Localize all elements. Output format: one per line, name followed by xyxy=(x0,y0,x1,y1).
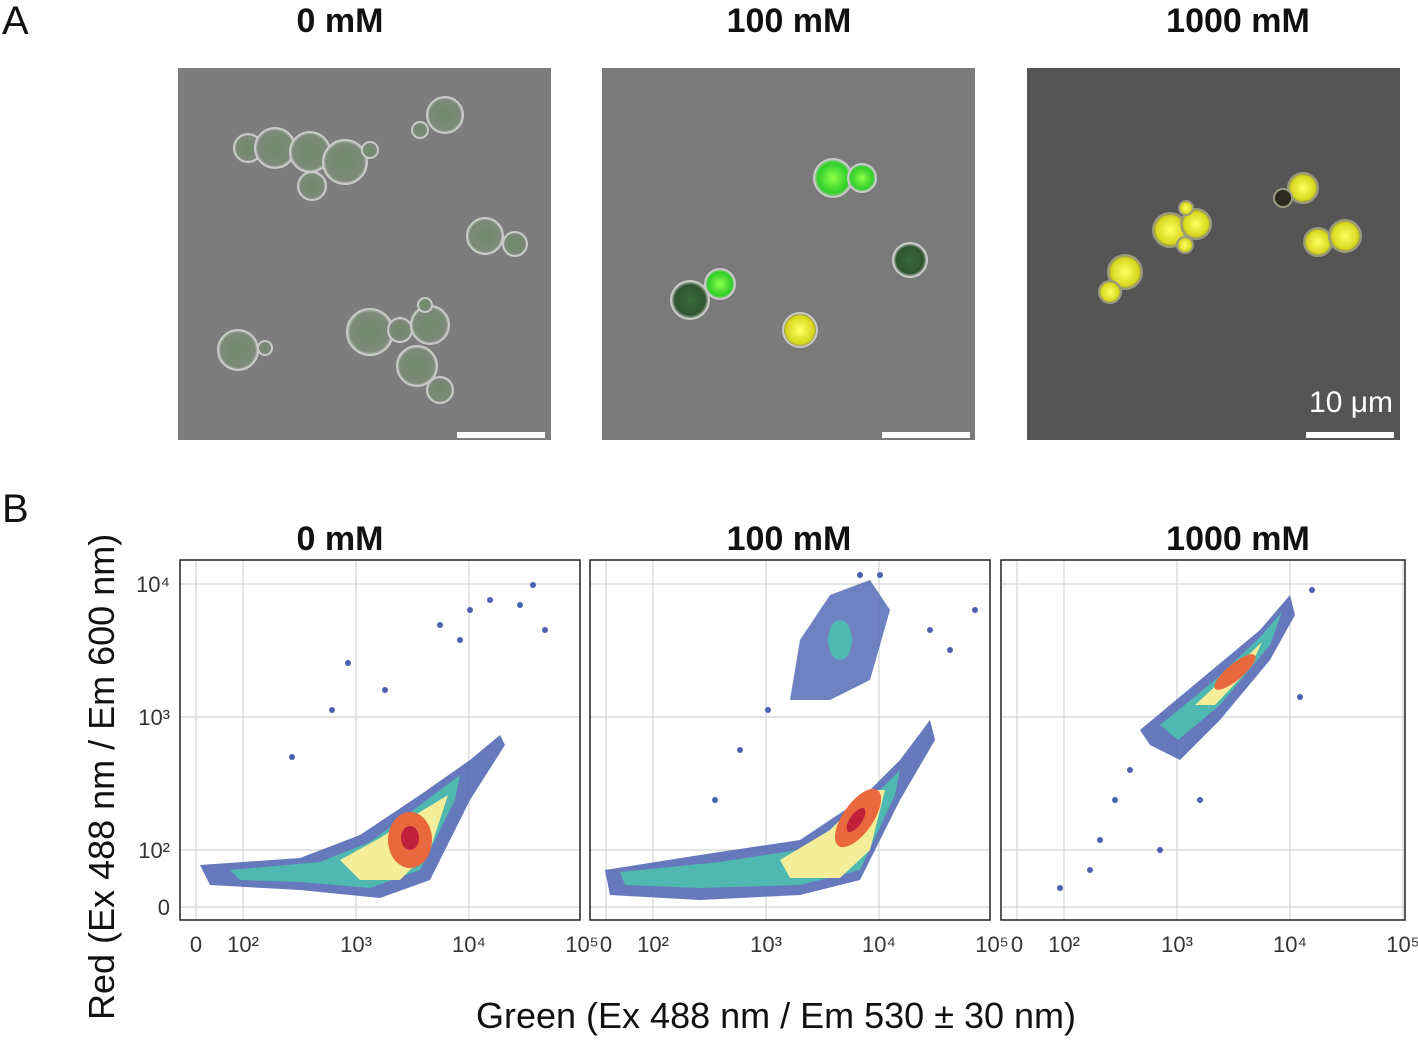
plot-title: 1000 mM xyxy=(1166,520,1310,558)
x-tick-label: 10⁴ xyxy=(862,932,896,957)
scale-bar-label: 10 μm xyxy=(1309,386,1393,419)
x-tick-label: 10⁵ xyxy=(565,932,599,957)
density-cloud xyxy=(605,572,978,900)
micrograph xyxy=(178,68,551,440)
x-tick-label: 0 xyxy=(190,932,202,957)
x-tick-label: 10⁵ xyxy=(975,932,1009,957)
image-title: 0 mM xyxy=(297,2,384,40)
density-cloud xyxy=(1057,587,1315,891)
plot-title: 100 mM xyxy=(727,520,852,558)
y-tick-label: 10³ xyxy=(138,705,170,730)
x-tick-label: 10³ xyxy=(340,932,372,957)
x-tick-label: 0 xyxy=(1011,932,1023,957)
density-cloud xyxy=(200,582,548,898)
x-tick-label: 10⁵ xyxy=(1386,932,1418,957)
micrograph xyxy=(602,68,975,440)
x-tick-label: 10⁴ xyxy=(1273,932,1307,957)
x-tick-label: 10³ xyxy=(1161,932,1193,957)
micrograph: 10 μm xyxy=(1027,68,1400,440)
x-axis-label: Green (Ex 488 nm / Em 530 ± 30 nm) xyxy=(476,995,1076,1036)
x-tick-label: 10² xyxy=(637,932,669,957)
y-tick-label: 0 xyxy=(158,895,170,920)
x-tick-label: 10³ xyxy=(750,932,782,957)
frames xyxy=(179,559,1406,921)
panel-label: A xyxy=(2,0,29,43)
x-tick-label: 10⁴ xyxy=(452,932,486,957)
plot-title: 0 mM xyxy=(297,520,384,558)
x-tick-label: 10² xyxy=(227,932,259,957)
panel-label: B xyxy=(2,487,29,531)
y-tick-label: 10² xyxy=(138,838,170,863)
y-tick-label: 10⁴ xyxy=(136,572,170,597)
image-title: 100 mM xyxy=(727,2,852,40)
image-title: 1000 mM xyxy=(1166,2,1310,40)
x-tick-label: 10² xyxy=(1048,932,1080,957)
x-tick-label: 0 xyxy=(600,932,612,957)
y-axis-label: Red (Ex 488 nm / Em 600 nm) xyxy=(81,534,122,1020)
grids xyxy=(180,560,1405,920)
